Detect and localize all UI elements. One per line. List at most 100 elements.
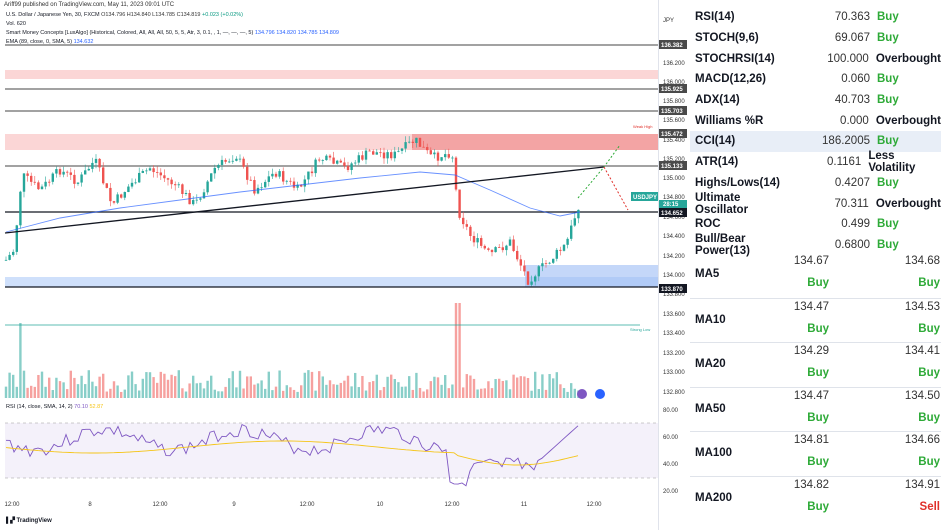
- volume-bar: [231, 371, 234, 398]
- price-tag-level: 136.382: [659, 40, 687, 49]
- oscillator-value: 0.499: [841, 218, 870, 231]
- volume-bar: [393, 379, 396, 398]
- volume-bar: [159, 371, 162, 398]
- publisher-line: Ariff99 published on TradingView.com, Ma…: [4, 2, 175, 8]
- candle: [350, 161, 353, 175]
- ma-row[interactable]: MA20 134.29 Buy 134.41 Buy: [690, 342, 941, 387]
- price-tick: 135.200: [663, 157, 685, 163]
- ma-row[interactable]: MA5 134.67 Buy 134.68 Buy: [690, 253, 941, 298]
- ma-row[interactable]: MA50 134.47 Buy 134.50 Buy: [690, 386, 941, 432]
- price-tick: 133.000: [663, 370, 685, 376]
- price-axis[interactable]: 136.200 136.000 135.800 135.600 135.400 135.2…: [663, 61, 685, 396]
- rsi-line[interactable]: [5, 423, 579, 487]
- oscillator-row[interactable]: MACD(12,26) 0.060 Buy: [690, 69, 941, 90]
- volume-bar: [109, 388, 112, 398]
- flag-icon[interactable]: [595, 389, 605, 399]
- candle: [217, 163, 220, 171]
- volume-bar: [472, 378, 476, 398]
- oscillator-row[interactable]: CCI(14) 186.2005 Buy: [690, 131, 941, 152]
- ma-row[interactable]: MA10 134.47 Buy 134.53 Buy: [690, 297, 941, 343]
- ema-legend[interactable]: EMA (89, close, 0, SMA, 5) 134.632: [6, 39, 93, 45]
- oscillator-row[interactable]: Williams %R 0.000 Overbought: [690, 110, 941, 131]
- oscillator-row[interactable]: Bull/Bear Power(13) 0.6800 Buy: [690, 233, 941, 257]
- candle: [84, 164, 87, 175]
- price-tag-symbol: USDJPY: [631, 192, 658, 201]
- oscillator-row[interactable]: STOCHRSI(14) 100.000 Overbought: [690, 48, 941, 69]
- volume-bar: [246, 376, 249, 398]
- volume-bar: [303, 372, 306, 398]
- volume-bar: [264, 388, 267, 398]
- candle: [519, 254, 522, 271]
- brand-label: TradingView: [16, 518, 52, 524]
- oscillator-name: MACD(12,26): [695, 73, 766, 86]
- price-change: +0.023 (+0.02%): [202, 12, 243, 18]
- smc-legend[interactable]: Smart Money Concepts [LuxAlgo] (Historic…: [6, 30, 339, 36]
- candle: [354, 160, 357, 167]
- candle: [170, 177, 173, 189]
- oscillator-action: Buy: [877, 73, 899, 86]
- oscillator-action: Buy: [877, 32, 899, 45]
- oscillator-name: ADX(14): [695, 94, 740, 107]
- svg-text:136.382: 136.382: [661, 43, 683, 49]
- event-icon[interactable]: [577, 389, 587, 399]
- oscillator-row[interactable]: ROC 0.499 Buy: [690, 214, 941, 235]
- volume-bar: [210, 375, 213, 398]
- volume-bar: [33, 386, 36, 398]
- candle: [285, 179, 288, 185]
- tradingview-logo[interactable]: ▌▞ TradingView: [6, 517, 52, 524]
- symbol-title[interactable]: U.S. Dollar / Japanese Yen, 30, FXCM: [6, 12, 100, 18]
- candlestick-series[interactable]: [4, 136, 580, 287]
- oscillator-row[interactable]: STOCH(9,6) 69.067 Buy: [690, 28, 941, 49]
- candle: [318, 157, 321, 163]
- rsi-ma-line[interactable]: [5, 440, 579, 466]
- price-tick: 136.200: [663, 61, 685, 67]
- chart-panel[interactable]: Ariff99 published on TradingView.com, Ma…: [0, 0, 690, 530]
- volume-bar: [544, 389, 548, 398]
- price-chart-canvas[interactable]: Weak High Strong Low JPY 136.200136.0001…: [0, 0, 690, 530]
- candle: [390, 149, 393, 161]
- rsi-legend[interactable]: RSI (14, close, SMA, 14, 2) 70.10 52.87: [6, 404, 103, 410]
- candle: [256, 184, 260, 195]
- oscillator-row[interactable]: Highs/Lows(14) 0.4207 Buy: [690, 173, 941, 194]
- oscillator-row[interactable]: RSI(14) 70.363 Buy: [690, 7, 941, 28]
- volume-bar: [328, 380, 332, 398]
- oscillator-name: Williams %R: [695, 114, 764, 127]
- candle: [242, 156, 245, 169]
- oscillator-row[interactable]: ATR(14) 0.1161 Less Volatility: [690, 150, 941, 174]
- ma-row[interactable]: MA200 134.82 Buy 134.91 Sell: [690, 475, 941, 521]
- trendline[interactable]: [4, 166, 605, 234]
- candle: [109, 182, 112, 207]
- oscillator-name: STOCHRSI(14): [695, 52, 775, 65]
- ma-exp-action: Buy: [918, 456, 940, 469]
- ohlc-values: O134.796 H134.840 L134.785 C134.819: [101, 12, 201, 18]
- candle: [181, 183, 184, 199]
- oscillator-row[interactable]: Ultimate Oscillator 70.311 Overbought: [690, 192, 941, 216]
- oscillator-action: Buy: [877, 135, 899, 148]
- ma-row[interactable]: MA100 134.81 Buy 134.66 Buy: [690, 431, 941, 476]
- ma-simple-action: Buy: [807, 456, 829, 469]
- candle: [436, 150, 440, 166]
- candle: [4, 256, 8, 261]
- volume-bar: [141, 378, 144, 398]
- volume-legend[interactable]: Vol. 620: [6, 21, 26, 27]
- svg-text:135.703: 135.703: [661, 109, 683, 115]
- smc-title: Smart Money Concepts [LuxAlgo] (Historic…: [6, 30, 254, 36]
- time-axis[interactable]: 12:00 8 12:00 9 12:00 10 12:00 11 12:00: [4, 502, 602, 508]
- oscillator-value: 100.000: [827, 52, 869, 65]
- volume-bar: [26, 387, 29, 398]
- svg-text:135.925: 135.925: [661, 87, 683, 93]
- candle: [444, 149, 447, 161]
- volume-bar: [494, 379, 497, 398]
- candle: [152, 165, 155, 178]
- volume-bar: [206, 380, 209, 398]
- volume-bar: [562, 388, 566, 398]
- volume-bar: [408, 376, 411, 398]
- oscillator-row[interactable]: ADX(14) 40.703 Buy: [690, 90, 941, 111]
- candle: [15, 224, 18, 255]
- time-tick: 12:00: [586, 502, 602, 508]
- ema-line[interactable]: [5, 171, 581, 233]
- rsi-axis[interactable]: 80.00 60.00 40.00 20.00: [663, 408, 679, 495]
- candle: [310, 167, 314, 177]
- candle: [307, 171, 310, 185]
- volume-bar: [498, 378, 501, 398]
